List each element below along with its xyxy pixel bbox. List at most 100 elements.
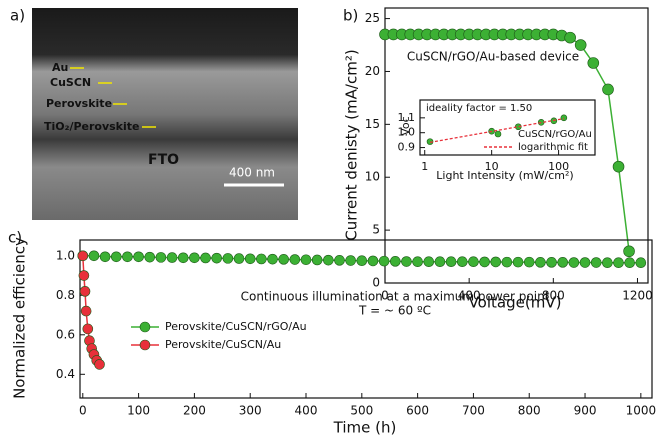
- y-tick-label: 25: [365, 11, 380, 25]
- data-point: [512, 256, 524, 268]
- layer-label: Au: [52, 61, 68, 74]
- data-point: [267, 253, 278, 265]
- x-tick-label: 700: [462, 404, 485, 418]
- y-tick-label: 20: [365, 64, 380, 78]
- y-tick-label: 10: [365, 170, 380, 184]
- x-tick-label: 600: [406, 404, 429, 418]
- data-point: [334, 255, 345, 266]
- data-point: [557, 257, 569, 268]
- data-point: [222, 253, 234, 264]
- x-tick-label: 100: [127, 404, 150, 418]
- x-tick-label: 800: [518, 404, 541, 418]
- axes-frame: [419, 99, 596, 156]
- axes-frame: [79, 239, 653, 399]
- data-point: [177, 252, 189, 264]
- data-point: [311, 254, 323, 266]
- y-axis-label: Current denisty (mA/cm²): [343, 49, 361, 240]
- fit-line: [429, 117, 564, 144]
- data-point: [590, 257, 602, 268]
- data-point: [612, 160, 625, 173]
- sem-image: [32, 8, 298, 220]
- data-point: [356, 255, 368, 267]
- inset-title: ideality factor = 1.50: [426, 103, 532, 114]
- data-point: [613, 257, 624, 269]
- data-point: [345, 255, 356, 266]
- x-tick-label: 400: [458, 289, 481, 303]
- y-tick-label: 0.8: [56, 288, 75, 302]
- data-point: [389, 256, 401, 267]
- data-point: [579, 257, 591, 268]
- data-point: [200, 252, 211, 264]
- x-tick-label: 100: [548, 160, 569, 173]
- data-point: [88, 250, 100, 262]
- data-point: [535, 257, 546, 268]
- legend-label: Perovskite/CuSCN/rGO/Au: [165, 320, 307, 333]
- arrows: [70, 67, 156, 128]
- x-tick-label: 300: [239, 404, 262, 418]
- layer-label: TiO₂/Perovskite: [44, 120, 140, 133]
- data-point: [426, 138, 434, 145]
- y-tick-label: 0.4: [56, 367, 75, 381]
- data-point: [490, 256, 502, 268]
- y-tick-label: 0.9: [398, 141, 416, 154]
- data-point: [289, 254, 301, 265]
- layer-label: Perovskite: [46, 97, 112, 110]
- legend-label: Perovskite/CuSCN/Au: [165, 338, 281, 351]
- data-point: [79, 286, 91, 297]
- y-tick-label: 5: [372, 223, 380, 237]
- data-point: [155, 252, 167, 263]
- y-tick-label: 1.1: [398, 111, 416, 124]
- data-point: [133, 251, 144, 263]
- x-tick-label: 200: [183, 404, 206, 418]
- data-point: [587, 57, 600, 69]
- axes-frame: [384, 7, 649, 284]
- data-point: [635, 257, 647, 269]
- data-point: [434, 256, 446, 268]
- data-point: [401, 256, 412, 267]
- data-point: [244, 253, 256, 265]
- x-tick-label: 500: [350, 404, 373, 418]
- data-point: [623, 245, 635, 258]
- x-tick-label: 0: [79, 404, 87, 418]
- x-tick-label: 900: [574, 404, 597, 418]
- legend-marker: [139, 339, 151, 351]
- data-point: [323, 254, 334, 266]
- x-tick-label: 0: [381, 289, 389, 303]
- scale-bar-label: 400 nm: [229, 166, 275, 180]
- annotation: Continuous illumination at a maximum pow…: [241, 290, 550, 304]
- data-point: [501, 256, 513, 268]
- data-point: [300, 254, 312, 266]
- data-point: [99, 251, 111, 263]
- data-point: [110, 251, 122, 263]
- y-tick-label: 0: [372, 276, 380, 290]
- sem-labels: Au CuSCN Perovskite TiO₂/Perovskite FTO: [44, 61, 179, 168]
- data-point: [624, 257, 635, 269]
- y-tick-label: 15: [365, 117, 380, 131]
- x-tick-label: 800: [542, 289, 565, 303]
- inset-background: [420, 100, 595, 155]
- data-point: [144, 251, 156, 263]
- layer-label: FTO: [148, 152, 179, 168]
- data-point: [445, 256, 457, 268]
- x-axis-label: Time (h): [333, 419, 397, 437]
- data-point: [602, 83, 614, 96]
- x-tick-label: 1: [421, 160, 428, 173]
- x-axis-label: Voltage(mV): [469, 294, 562, 312]
- data-point: [77, 250, 89, 262]
- x-tick-label: 1200: [622, 289, 653, 303]
- legend-label: logarithmic fit: [518, 142, 588, 153]
- annotation: CuSCN/rGO/Au-based device: [407, 50, 579, 64]
- data-point: [78, 270, 90, 281]
- data-point: [423, 256, 435, 268]
- data-point: [94, 359, 105, 370]
- data-point: [523, 256, 535, 268]
- data-point: [211, 252, 223, 264]
- layer-label: CuSCN: [50, 76, 91, 89]
- data-point: [412, 256, 423, 268]
- y-tick-label: 1.0: [398, 126, 416, 139]
- data-point: [568, 257, 580, 268]
- panel-label: b): [343, 7, 358, 25]
- data-point: [166, 252, 178, 263]
- data-point: [82, 323, 94, 335]
